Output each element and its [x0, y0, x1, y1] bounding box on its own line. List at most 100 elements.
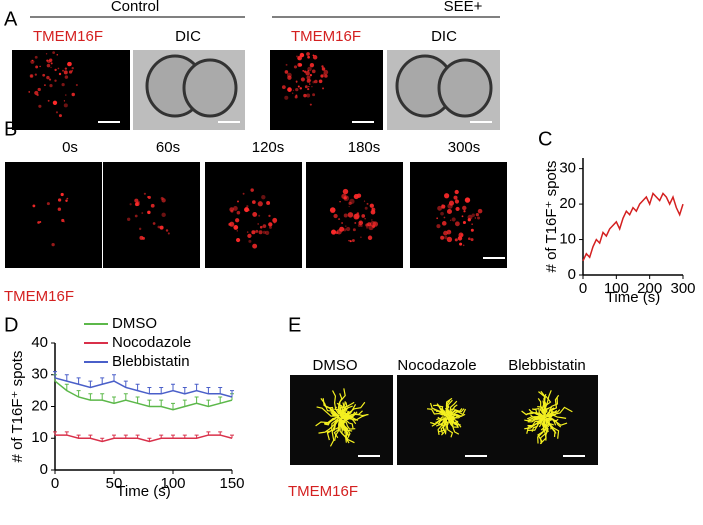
signal-spot: [297, 55, 302, 61]
error-bar: [135, 396, 140, 404]
panel-letter: A: [4, 8, 18, 30]
x-axis-label: Time (s): [116, 483, 170, 500]
signal-spot: [306, 93, 311, 98]
signal-spot: [309, 74, 313, 77]
micrograph: [12, 50, 130, 130]
error-bar: [182, 399, 187, 407]
track: [447, 410, 461, 418]
signal-spot: [363, 200, 366, 202]
signal-spot: [443, 216, 446, 219]
signal-spot: [320, 74, 324, 78]
track: [448, 419, 460, 435]
signal-spot: [61, 218, 65, 223]
signal-spot: [448, 200, 455, 206]
signal-spot: [360, 224, 363, 227]
signal-spot: [349, 240, 352, 243]
track: [318, 419, 338, 434]
signal-spot: [369, 203, 374, 208]
signal-spot: [233, 206, 238, 211]
signal-spot: [366, 202, 369, 205]
signal-spot: [252, 200, 256, 204]
signal-spot: [287, 75, 292, 80]
time-label: 120s: [252, 139, 285, 156]
signal-spot: [360, 236, 362, 239]
signal-spot: [257, 201, 263, 207]
signal-spot: [312, 93, 316, 97]
track: [444, 418, 447, 422]
signal-spot: [298, 63, 303, 67]
signal-spot: [296, 55, 298, 58]
signal-spot: [306, 78, 311, 83]
signal-spot: [346, 196, 348, 198]
signal-spot: [302, 70, 305, 72]
signal-spot: [32, 204, 36, 208]
signal-spot: [354, 213, 360, 219]
signal-spot: [368, 224, 374, 231]
signal-spot: [247, 209, 250, 212]
signal-spot: [268, 214, 271, 218]
signal-spot: [321, 67, 326, 71]
signal-spot: [259, 225, 263, 229]
y-tick-label: 0: [40, 461, 48, 478]
error-bar: [53, 371, 57, 378]
signal-spot: [342, 188, 349, 195]
signal-spot: [252, 243, 258, 249]
signal-spot: [35, 65, 39, 69]
signal-spot: [71, 66, 74, 70]
signal-spot: [371, 219, 373, 221]
track: [315, 416, 340, 427]
track: [446, 416, 450, 422]
signal-spot: [312, 55, 318, 60]
panel-letter: B: [4, 118, 17, 140]
signal-spot: [324, 74, 328, 78]
signal-spot: [44, 84, 46, 86]
condition-label: DMSO: [313, 357, 358, 374]
signal-spot: [333, 213, 338, 219]
signal-spot: [341, 222, 344, 224]
track: [316, 406, 337, 417]
y-tick-label: 30: [559, 160, 576, 177]
y-axis-label: # of T16F⁺ spots: [543, 161, 560, 273]
signal-spot: [236, 230, 239, 232]
signal-spot: [308, 83, 311, 85]
signal-spot: [352, 228, 356, 232]
images: [5, 50, 598, 465]
legend-label: Blebbistatin: [112, 353, 190, 370]
signal-spot: [305, 70, 310, 76]
signal-spot: [268, 225, 272, 229]
signal-spot: [311, 69, 316, 74]
error-bar: [194, 383, 199, 391]
track: [527, 417, 541, 421]
signal-spot: [50, 62, 53, 65]
signal-spot: [477, 208, 483, 214]
signal-spot: [454, 199, 460, 204]
signal-spot: [354, 221, 357, 224]
signal-spot: [37, 87, 41, 92]
signal-spot: [54, 68, 57, 72]
signal-spot: [454, 189, 459, 195]
track: [447, 410, 450, 414]
signal-spot: [51, 243, 55, 247]
error-bar: [171, 402, 175, 410]
signal-spot: [250, 188, 254, 192]
signal-spot: [330, 229, 337, 235]
track: [545, 397, 559, 416]
signal-spot: [294, 95, 298, 99]
signal-spot: [299, 52, 304, 57]
signal-spot: [449, 219, 452, 222]
signal-spot: [246, 205, 249, 208]
signal-spot: [349, 198, 355, 205]
signal-spot: [235, 218, 240, 223]
y-tick-label: 10: [559, 231, 576, 248]
error-bar: [147, 399, 152, 407]
signal-spot: [308, 86, 310, 88]
error-bar: [206, 386, 211, 394]
track: [448, 415, 460, 420]
error-bar: [64, 374, 69, 382]
y-tick-label: 20: [559, 195, 576, 212]
error-bar: [159, 386, 164, 394]
signal-spot: [343, 213, 348, 218]
signal-spot: [134, 214, 138, 218]
signal-spot: [64, 75, 69, 79]
